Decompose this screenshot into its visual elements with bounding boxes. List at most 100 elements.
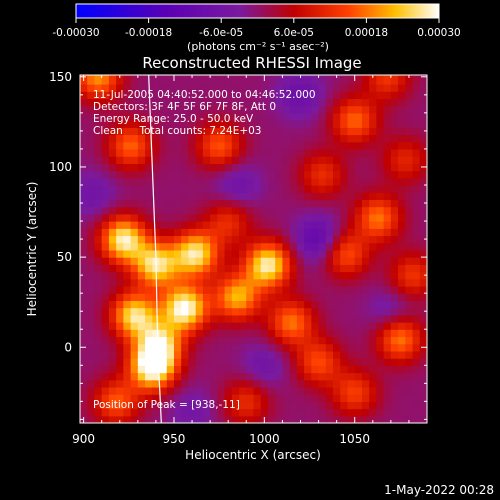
heatmap-cell [195,257,204,265]
heatmap-cell [282,300,291,309]
heatmap-cell [390,141,399,150]
heatmap-cell [137,127,146,136]
heatmap-cell [275,408,284,417]
heatmap-cell [80,184,88,193]
heatmap-cell [318,271,327,280]
heatmap-cell [224,307,233,316]
heatmap-cell [376,170,385,179]
heatmap-cell [130,75,139,78]
heatmap-cell [253,127,262,136]
heatmap-cell [311,314,320,323]
heatmap-cell [318,184,327,193]
heatmap-cell [159,91,168,100]
heatmap-cell [159,184,168,193]
heatmap-cell [224,329,233,338]
heatmap-cell [94,293,103,301]
heatmap-cell [173,221,182,229]
heatmap-cell [87,401,96,410]
heatmap-cell [239,163,247,172]
heatmap-cell [340,386,349,395]
heatmap-cell [116,156,124,164]
heatmap-cell [304,386,312,395]
heatmap-cell [188,386,197,395]
heatmap-cell [311,278,320,287]
heatmap-cell [354,221,363,229]
heatmap-cell [231,120,240,128]
heatmap-cell [253,415,262,423]
heatmap-cell [419,141,427,150]
heatmap-cell [289,184,298,193]
heatmap-cell [282,322,291,330]
heatmap-cell [159,278,168,287]
heatmap-cell [246,293,255,301]
heatmap-cell [260,307,269,316]
heatmap-cell [210,141,218,150]
heatmap-cell [195,163,204,172]
heatmap-cell [108,98,117,107]
heatmap-cell [333,199,341,208]
heatmap-cell [289,177,298,186]
heatmap-cell [246,365,255,374]
heatmap-cell [94,249,103,258]
heatmap-cell [152,156,161,164]
heatmap-cell [361,184,370,193]
heatmap-cell [101,329,110,338]
heatmap-cell [108,386,117,395]
heatmap-cell [340,242,349,251]
heatmap-cell [166,365,175,374]
heatmap-cell [202,199,211,208]
heatmap-cell [311,213,320,222]
heatmap-cell [231,415,240,423]
heatmap-cell [137,98,146,107]
heatmap-cell [130,127,139,136]
heatmap-cell [101,141,110,150]
heatmap-cell [289,228,298,237]
heatmap-cell [181,372,190,381]
heatmap-cell [195,148,204,157]
heatmap-cell [116,271,124,280]
heatmap-cell [412,242,421,251]
heatmap-cell [304,91,312,100]
heatmap-cell [282,134,291,143]
heatmap-cell [94,105,103,114]
heatmap-cell [152,386,161,395]
heatmap-cell [260,170,269,179]
heatmap-cell [195,358,204,366]
heatmap-cell [347,379,356,388]
heatmap-cell [101,156,110,164]
heatmap-cell [333,221,341,229]
heatmap-cell [383,170,392,179]
heatmap-cell [318,300,327,309]
heatmap-cell [318,134,327,143]
heatmap-cell [94,343,103,352]
heatmap-cell [311,343,320,352]
heatmap-cell [246,170,255,179]
heatmap-cell [419,206,427,215]
heatmap-cell [253,177,262,186]
heatmap-cell [267,415,276,423]
heatmap-cell [390,386,399,395]
heatmap-cell [405,394,414,402]
heatmap-cell [361,365,370,374]
heatmap-cell [87,134,96,143]
heatmap-cell [130,336,139,345]
heatmap-cell [318,314,327,323]
heatmap-cell [246,156,255,164]
heatmap-cell [289,242,298,251]
heatmap-cell [260,91,269,100]
heatmap-cell [282,394,291,402]
heatmap-cell [419,264,427,273]
heatmap-cell [282,264,291,273]
heatmap-cell [145,372,153,381]
heatmap-cell [304,271,312,280]
heatmap-cell [412,336,421,345]
heatmap-cell [253,84,262,92]
heatmap-cell [137,134,146,143]
heatmap-cell [253,394,262,402]
heatmap-cell [246,199,255,208]
heatmap-cell [361,84,370,92]
heatmap-cell [383,257,392,265]
heatmap-cell [231,206,240,215]
heatmap-cell [369,206,377,215]
heatmap-cell [376,307,385,316]
